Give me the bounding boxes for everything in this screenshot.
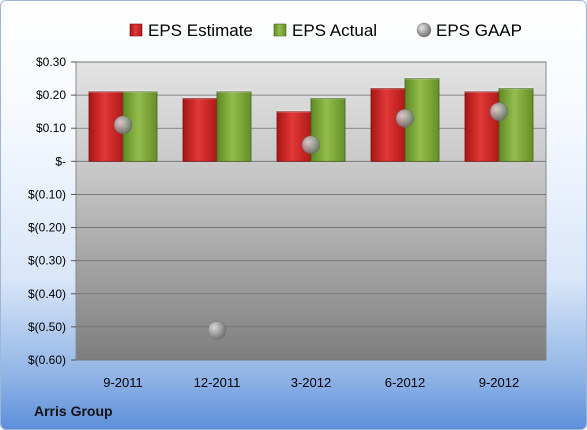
- y-tick-label: $(0.60): [28, 353, 66, 367]
- marker-eps-gaap: [113, 115, 133, 135]
- x-tick-label: 12-2011: [194, 375, 241, 390]
- legend-swatch-eps-estimate: [129, 23, 143, 37]
- bar-eps-estimate: [276, 111, 312, 162]
- bar-top-highlight: [123, 89, 157, 93]
- bar-eps-actual: [216, 91, 252, 162]
- bar-top-highlight: [371, 86, 405, 90]
- bar-top-highlight: [311, 96, 345, 100]
- bar-top-highlight: [499, 86, 533, 90]
- y-tick-label: $(0.20): [28, 221, 66, 235]
- bar-top-highlight: [465, 89, 499, 93]
- bar-eps-actual: [498, 88, 534, 162]
- company-label: Arris Group: [34, 403, 113, 419]
- x-tick-label: 9-2012: [479, 375, 519, 390]
- y-tick-label: $(0.10): [28, 187, 66, 201]
- legend-swatch-eps-gaap: [416, 22, 432, 38]
- legend-swatch-eps-actual: [273, 23, 287, 37]
- legend-label: EPS Actual: [292, 21, 377, 40]
- bar-top-highlight: [183, 96, 217, 100]
- x-tick-label: 6-2012: [385, 375, 425, 390]
- legend: EPS Estimate EPS Actual EPS GAAP: [129, 21, 522, 40]
- marker-eps-gaap: [489, 102, 509, 121]
- marker-eps-gaap: [301, 135, 321, 155]
- y-tick-label: $(0.40): [28, 287, 66, 301]
- legend-label: EPS Estimate: [148, 21, 253, 40]
- bar-top-highlight: [89, 89, 123, 93]
- y-tick-label: $0.30: [36, 55, 66, 69]
- bar-eps-estimate: [182, 98, 218, 162]
- legend-label: EPS GAAP: [436, 21, 522, 40]
- y-tick-label: $(0.50): [28, 320, 66, 334]
- bar-top-highlight: [405, 76, 439, 80]
- bar-top-highlight: [217, 89, 251, 93]
- marker-eps-gaap: [395, 109, 415, 128]
- marker-eps-gaap: [207, 320, 227, 340]
- y-tick-label: $0.10: [36, 121, 66, 135]
- x-tick-label: 3-2012: [291, 375, 331, 390]
- y-tick-label: $0.20: [36, 88, 66, 102]
- y-tick-label: $(0.30): [28, 254, 66, 268]
- bar-top-highlight: [277, 109, 311, 113]
- y-tick-label: $-: [55, 154, 66, 168]
- x-tick-label: 9-2011: [103, 375, 143, 390]
- bar-eps-estimate: [464, 91, 500, 162]
